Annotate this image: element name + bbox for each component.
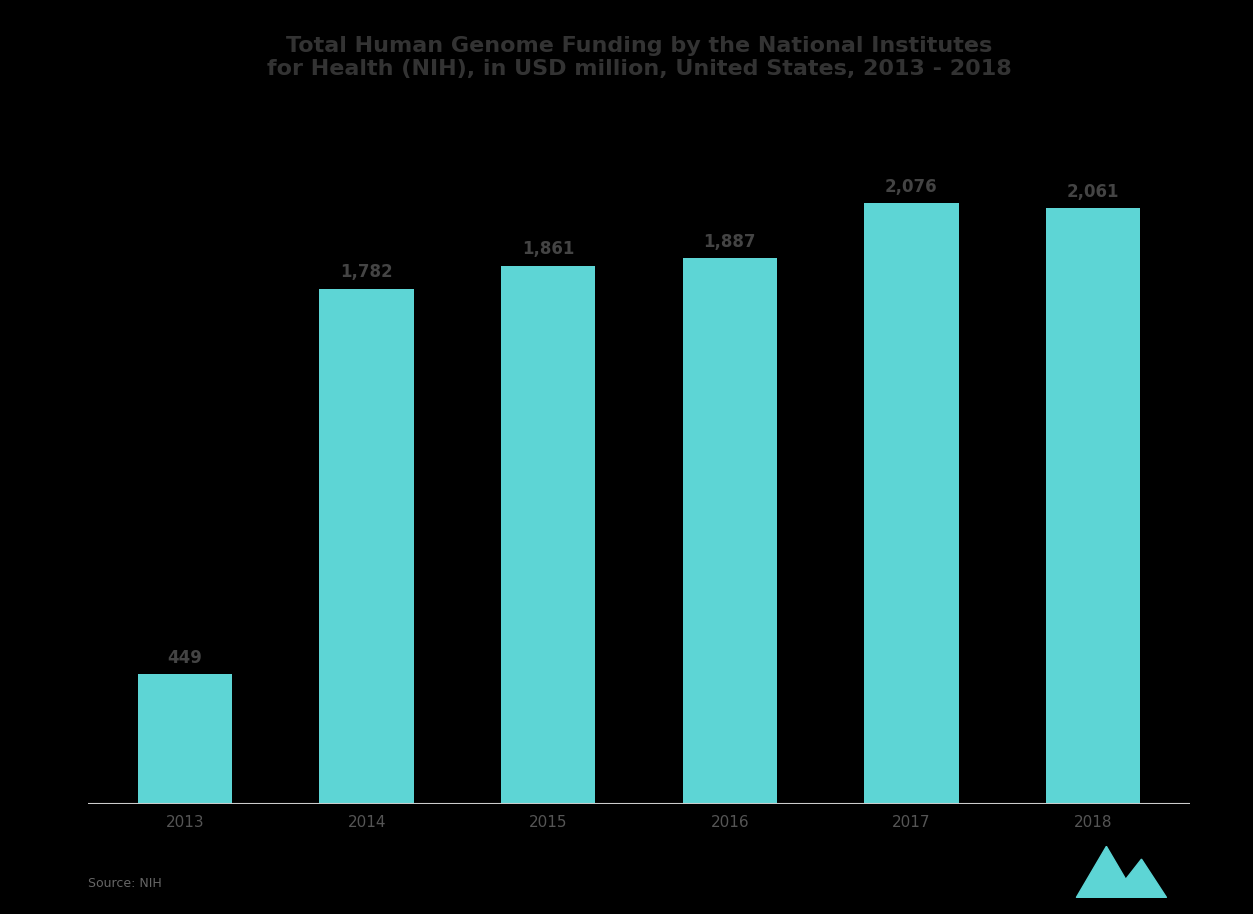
Polygon shape bbox=[1076, 846, 1136, 898]
Bar bbox=[320, 289, 413, 804]
Text: 2,061: 2,061 bbox=[1066, 183, 1119, 200]
Text: 1,782: 1,782 bbox=[341, 263, 393, 282]
Bar bbox=[501, 266, 595, 804]
Text: 1,887: 1,887 bbox=[704, 233, 756, 251]
Bar bbox=[1046, 207, 1140, 804]
Text: 449: 449 bbox=[168, 649, 203, 667]
Text: Source: NIH: Source: NIH bbox=[88, 877, 162, 889]
Title: Total Human Genome Funding by the National Institutes
for Health (NIH), in USD m: Total Human Genome Funding by the Nation… bbox=[267, 36, 1011, 79]
Polygon shape bbox=[1111, 859, 1167, 898]
Bar bbox=[865, 204, 959, 804]
Bar bbox=[683, 258, 777, 804]
Text: 1,861: 1,861 bbox=[523, 240, 574, 259]
Bar bbox=[138, 675, 232, 804]
Text: 2,076: 2,076 bbox=[885, 178, 937, 197]
